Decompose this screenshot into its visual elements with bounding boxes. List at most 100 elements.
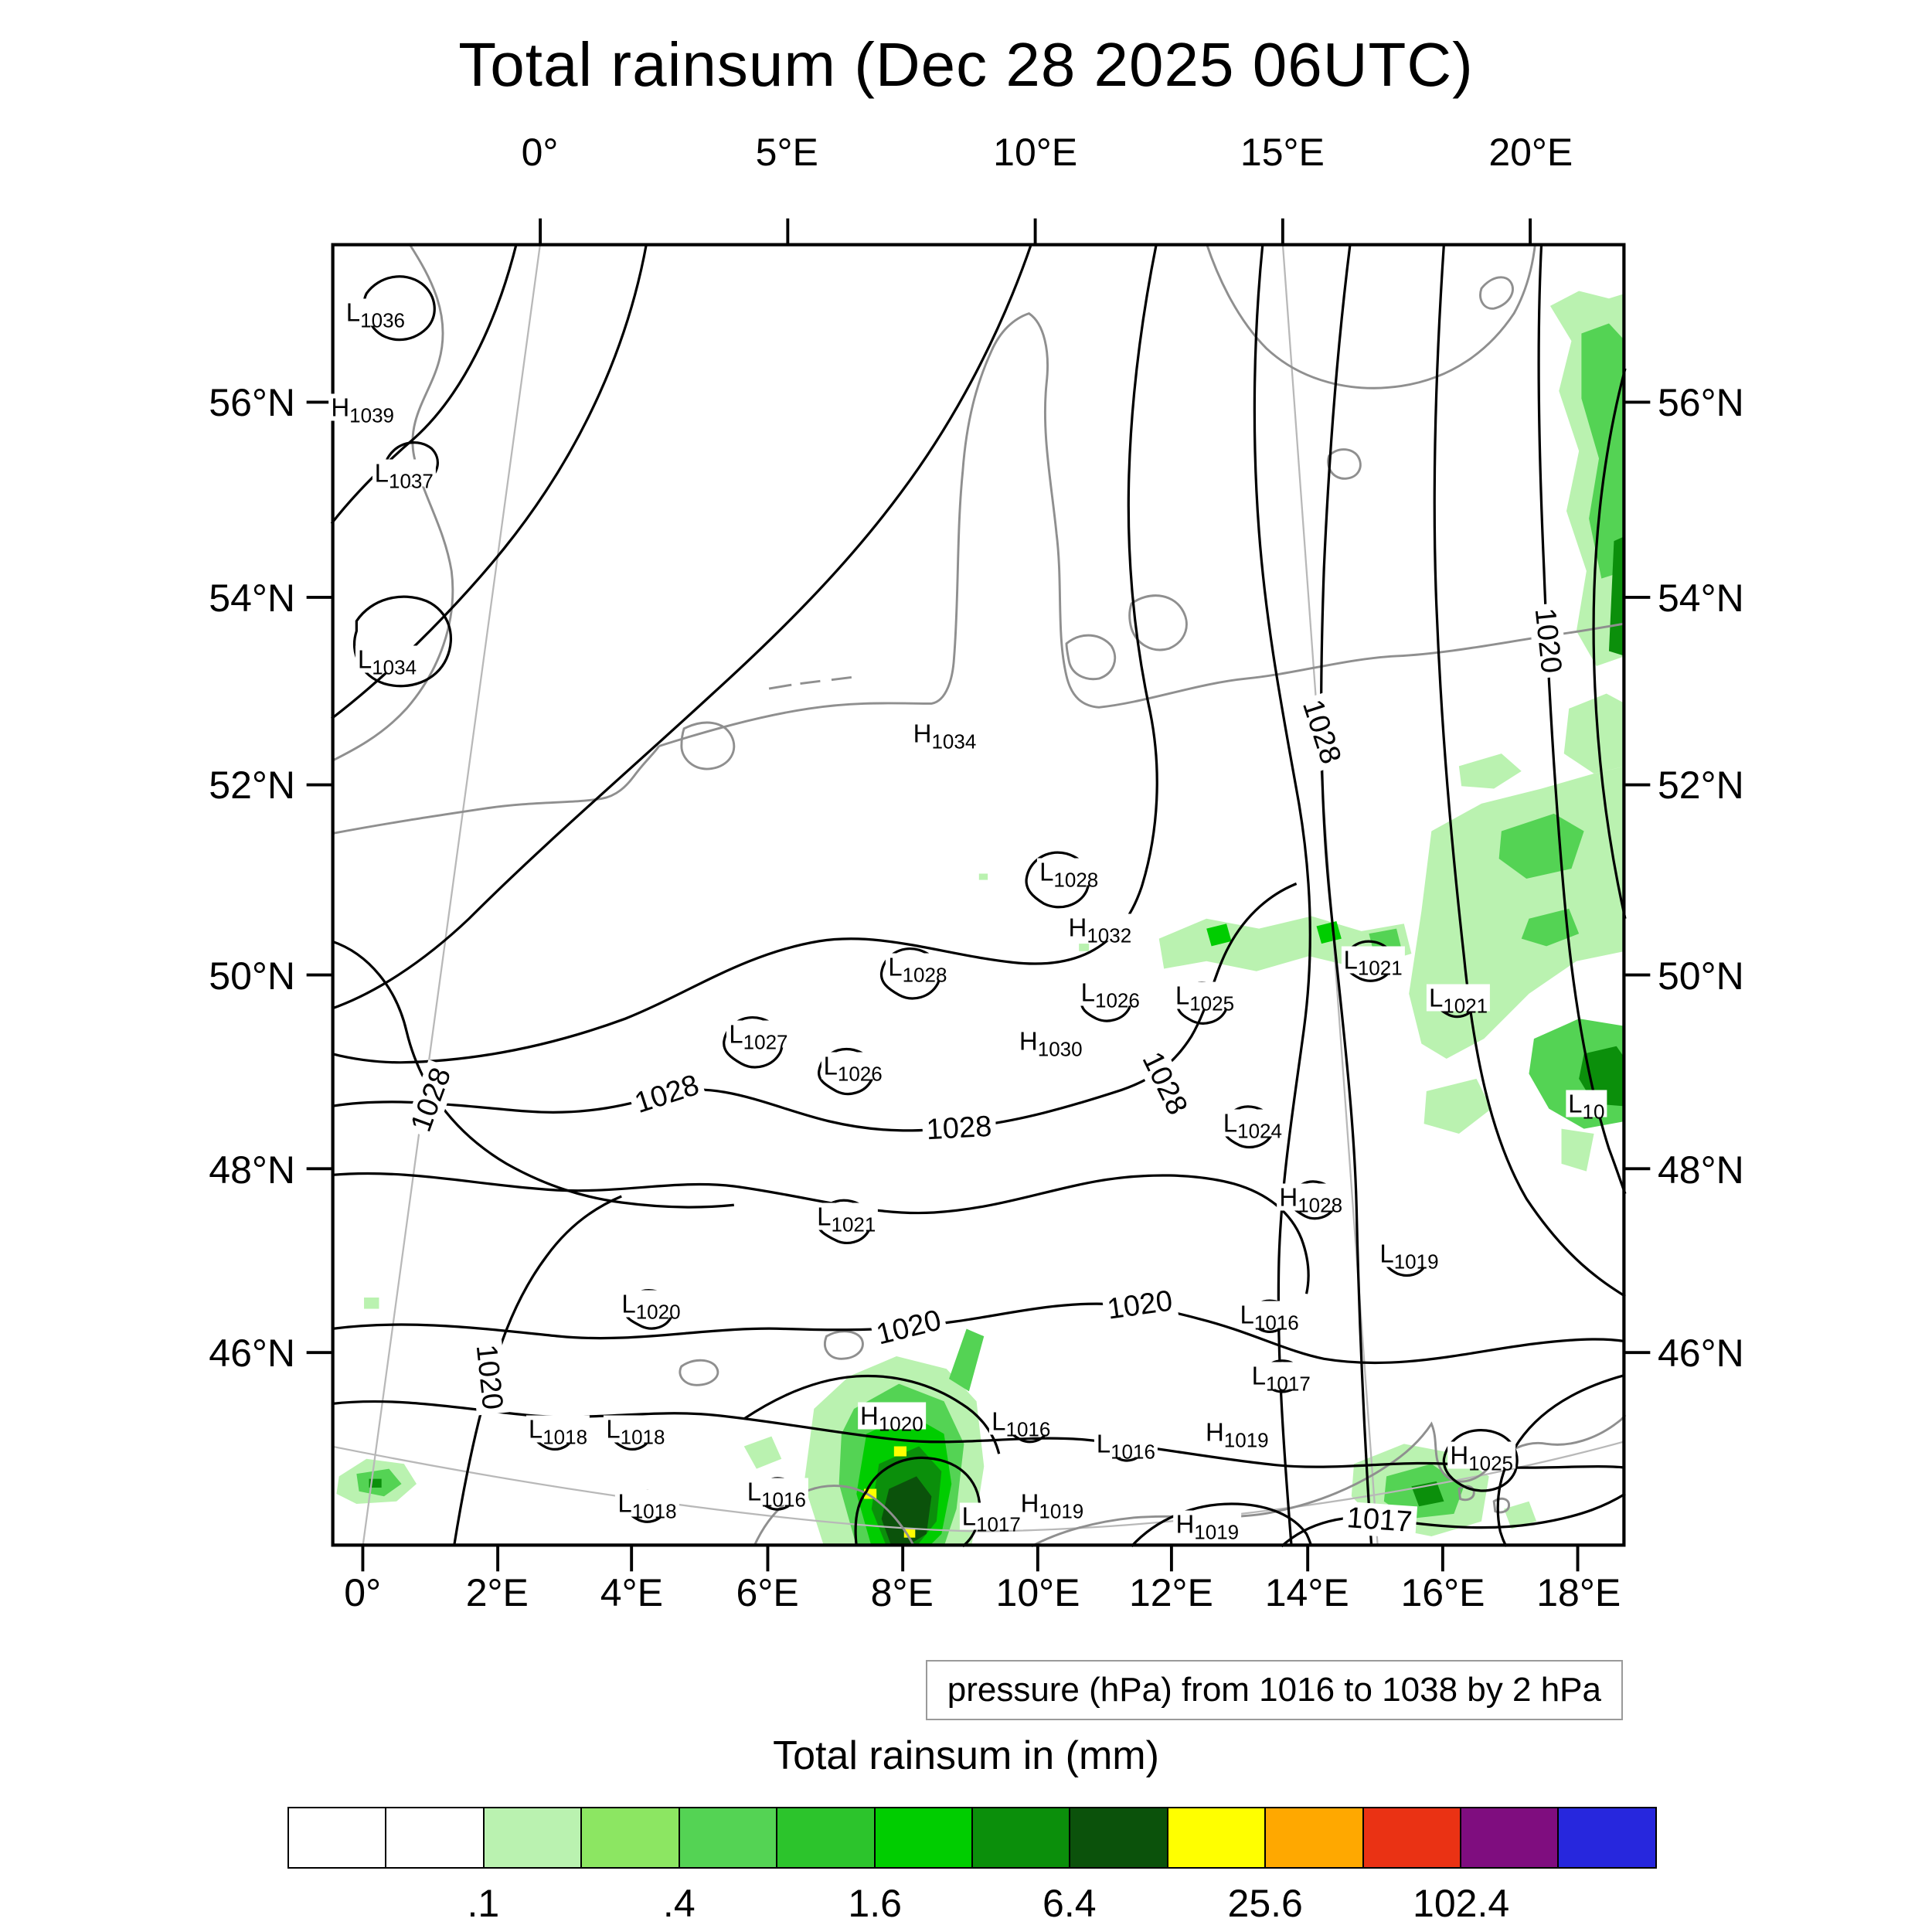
axis-tick-label: 10°E: [995, 1571, 1080, 1614]
left-axis: 56°N 54°N 52°N 50°N 48°N 46°N: [116, 243, 295, 1546]
pressure-value: 1032: [1087, 923, 1132, 947]
pressure-value: 1034: [372, 655, 417, 679]
pressure-letter: H: [1068, 913, 1087, 942]
low-pressure-label: L1021: [815, 1202, 879, 1235]
rain-patch: [369, 1478, 382, 1488]
low-pressure-label: L1027: [726, 1020, 791, 1053]
pressure-value: 1024: [1237, 1119, 1282, 1143]
low-pressure-label: L1037: [372, 459, 436, 491]
pressure-value: 1016: [761, 1488, 806, 1512]
map-canvas: [306, 218, 1651, 1572]
colorbar-segment: [386, 1808, 485, 1867]
page-title: Total rainsum (Dec 28 2025 06UTC): [458, 30, 1474, 99]
pressure-value: 1026: [1094, 988, 1140, 1012]
high-pressure-label: H1019: [1018, 1488, 1087, 1522]
low-pressure-label: L1017: [1249, 1361, 1313, 1394]
low-pressure-label: L1026: [1078, 978, 1142, 1011]
isobar-loop: [1442, 1429, 1519, 1492]
pressure-letter: L: [1039, 857, 1054, 886]
pressure-letter: L: [617, 1488, 632, 1518]
high-pressure-label: H1030: [1016, 1027, 1085, 1059]
low-pressure-label: L1019: [1377, 1240, 1441, 1271]
isobar-value-label: 1028: [403, 1060, 459, 1140]
colorbar-segment: [289, 1808, 387, 1867]
pressure-value: 1016: [1253, 1311, 1299, 1335]
island: [800, 679, 821, 685]
pressure-value: 1039: [349, 403, 395, 427]
axis-tick-label: 52°N: [209, 764, 295, 808]
map-border: [331, 243, 1626, 1547]
pressure-value: 1018: [543, 1425, 588, 1449]
high-pressure-label: H1032: [1066, 913, 1134, 946]
axis-tick-label: 0°: [521, 131, 559, 174]
low-pressure-label: L1016: [1094, 1430, 1158, 1461]
pressure-letter: H: [859, 1401, 879, 1430]
pressure-value: 1028: [1053, 868, 1099, 892]
low-pressure-label: L1018: [615, 1488, 679, 1522]
isobar: [331, 243, 1033, 1010]
low-pressure-label: L1034: [355, 645, 420, 677]
rain-patch: [948, 1328, 985, 1392]
colorbar-tick-label: 102.4: [1413, 1882, 1510, 1925]
pressure-value: 1020: [635, 1300, 681, 1324]
rain-patch: [1504, 1501, 1537, 1529]
axis-tick-label: 50°N: [1658, 954, 1744, 998]
isobar: [331, 243, 1158, 1064]
island: [768, 683, 792, 690]
isobar: [743, 1374, 1001, 1454]
axis-tick-label: 56°N: [209, 380, 295, 424]
low-pressure-label: L1016: [1237, 1301, 1301, 1332]
island: [1065, 634, 1117, 681]
colorbar-segment: [1070, 1808, 1168, 1867]
low-pressure-label: L1021: [1341, 946, 1405, 978]
pressure-letter: L: [1251, 1361, 1266, 1390]
high-pressure-label: H1019: [1202, 1418, 1271, 1450]
isobar-value-label: 1028: [1294, 692, 1349, 772]
pressure-value: 1021: [1357, 956, 1403, 980]
isobar-loop: [1025, 851, 1090, 909]
isobar: [331, 1302, 1626, 1365]
rain-patch: [1423, 1078, 1492, 1134]
pressure-letter: H: [1020, 1488, 1039, 1518]
isobar-loop: [723, 1016, 784, 1069]
pressure-letter: H: [331, 393, 350, 422]
pressure-value: 1025: [1189, 992, 1235, 1015]
pressure-value: 1025: [1468, 1451, 1514, 1475]
isobar-loop: [879, 947, 941, 1000]
pressure-letter: L: [992, 1406, 1006, 1436]
weather-map: L1036 H1039 L1037 L1034 H1034 L1028 H1032 L1028…: [306, 218, 1651, 1572]
rain-patch: [1521, 908, 1580, 947]
lake: [679, 1359, 719, 1386]
island: [831, 676, 852, 682]
pressure-letter: L: [357, 645, 372, 674]
axis-tick-label: 46°N: [209, 1332, 295, 1376]
high-pressure-label: H1028: [1277, 1183, 1345, 1216]
low-pressure-label: L1018: [526, 1414, 590, 1447]
pressure-value: 1016: [1111, 1440, 1155, 1464]
colorbar-segment: [484, 1808, 583, 1867]
isobar: [1281, 1492, 1626, 1548]
pressure-value: 1021: [831, 1213, 876, 1236]
low-pressure-label: L1016: [989, 1406, 1053, 1440]
isobar-value-label: 1020: [1101, 1284, 1179, 1327]
pressure-letter: L: [823, 1051, 838, 1080]
pressure-letter: L: [1568, 1089, 1583, 1118]
pressure-value: 1028: [902, 963, 947, 987]
pressure-letter: L: [528, 1414, 543, 1444]
coastlines: [331, 243, 1627, 1548]
isobar: [1130, 1502, 1313, 1548]
rain-patch: [978, 873, 988, 880]
low-pressure-label: L10: [1566, 1089, 1607, 1121]
rain-patch: [1316, 920, 1342, 944]
axis-tick-label: 2°E: [465, 1571, 529, 1614]
low-pressure-label: L1018: [604, 1414, 668, 1447]
isobar: [1592, 368, 1627, 920]
axis-tick-label: 12°E: [1128, 1571, 1213, 1614]
pressure-value: 1017: [975, 1512, 1021, 1536]
pressure-letter: L: [621, 1289, 636, 1318]
high-pressure-label: H1039: [328, 393, 397, 426]
rain-patch: [1498, 813, 1584, 879]
isobar: [452, 1195, 622, 1547]
rain-patch: [1079, 944, 1090, 951]
pressure-letter: L: [606, 1414, 621, 1444]
